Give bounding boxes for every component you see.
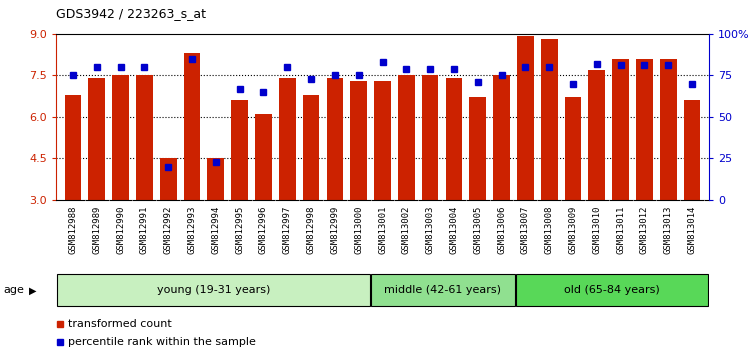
Bar (422, 75, 439, 200)
Text: middle (42-61 years): middle (42-61 years) (385, 285, 502, 295)
Bar (517, 36, 534, 200)
Bar (350, 81, 367, 200)
Bar (112, 75, 129, 200)
Text: GSM812989: GSM812989 (92, 206, 101, 254)
Bar (255, 114, 272, 200)
Text: GSM812994: GSM812994 (211, 206, 220, 254)
Bar (374, 81, 391, 200)
Text: GSM812999: GSM812999 (330, 206, 339, 254)
Bar (184, 53, 200, 200)
Text: percentile rank within the sample: percentile rank within the sample (68, 337, 256, 347)
Bar (612, 58, 629, 200)
Bar (231, 100, 248, 200)
Bar (279, 78, 296, 200)
Bar (398, 75, 415, 200)
Text: GSM812990: GSM812990 (116, 206, 125, 254)
FancyBboxPatch shape (57, 274, 370, 306)
Bar (160, 159, 176, 200)
Bar (541, 39, 557, 200)
Bar (88, 78, 105, 200)
Text: GSM812997: GSM812997 (283, 206, 292, 254)
Text: GSM813006: GSM813006 (497, 206, 506, 254)
Text: GSM813010: GSM813010 (592, 206, 602, 254)
Bar (660, 58, 676, 200)
Text: GSM812995: GSM812995 (235, 206, 244, 254)
Text: GSM813013: GSM813013 (664, 206, 673, 254)
Text: GSM812993: GSM812993 (188, 206, 196, 254)
Text: GSM813005: GSM813005 (473, 206, 482, 254)
Bar (470, 97, 486, 200)
Bar (64, 95, 81, 200)
Text: GSM813012: GSM813012 (640, 206, 649, 254)
Text: GSM813008: GSM813008 (544, 206, 554, 254)
Text: GSM813014: GSM813014 (688, 206, 697, 254)
FancyBboxPatch shape (516, 274, 708, 306)
FancyBboxPatch shape (371, 274, 515, 306)
Bar (684, 100, 700, 200)
Text: ▶: ▶ (28, 285, 36, 295)
Text: GSM813007: GSM813007 (521, 206, 530, 254)
Text: GSM813011: GSM813011 (616, 206, 626, 254)
Bar (136, 75, 153, 200)
Text: GSM813003: GSM813003 (426, 206, 435, 254)
Bar (303, 95, 320, 200)
Text: GSM812996: GSM812996 (259, 206, 268, 254)
Text: GSM812998: GSM812998 (307, 206, 316, 254)
Text: GSM813009: GSM813009 (568, 206, 578, 254)
Bar (565, 97, 581, 200)
Text: GSM813002: GSM813002 (402, 206, 411, 254)
Text: young (19-31 years): young (19-31 years) (157, 285, 270, 295)
Text: GSM812991: GSM812991 (140, 206, 148, 254)
Bar (208, 159, 224, 200)
Bar (446, 78, 462, 200)
Text: GSM813000: GSM813000 (354, 206, 363, 254)
Bar (494, 75, 510, 200)
Text: age: age (4, 285, 25, 295)
Bar (326, 78, 344, 200)
Text: GSM812988: GSM812988 (68, 206, 77, 254)
Text: GDS3942 / 223263_s_at: GDS3942 / 223263_s_at (56, 7, 206, 20)
Bar (589, 70, 605, 200)
Text: GSM812992: GSM812992 (164, 206, 172, 254)
Text: GSM813001: GSM813001 (378, 206, 387, 254)
Bar (636, 58, 652, 200)
Text: GSM813004: GSM813004 (449, 206, 458, 254)
Text: old (65-84 years): old (65-84 years) (564, 285, 660, 295)
Text: transformed count: transformed count (68, 319, 172, 329)
